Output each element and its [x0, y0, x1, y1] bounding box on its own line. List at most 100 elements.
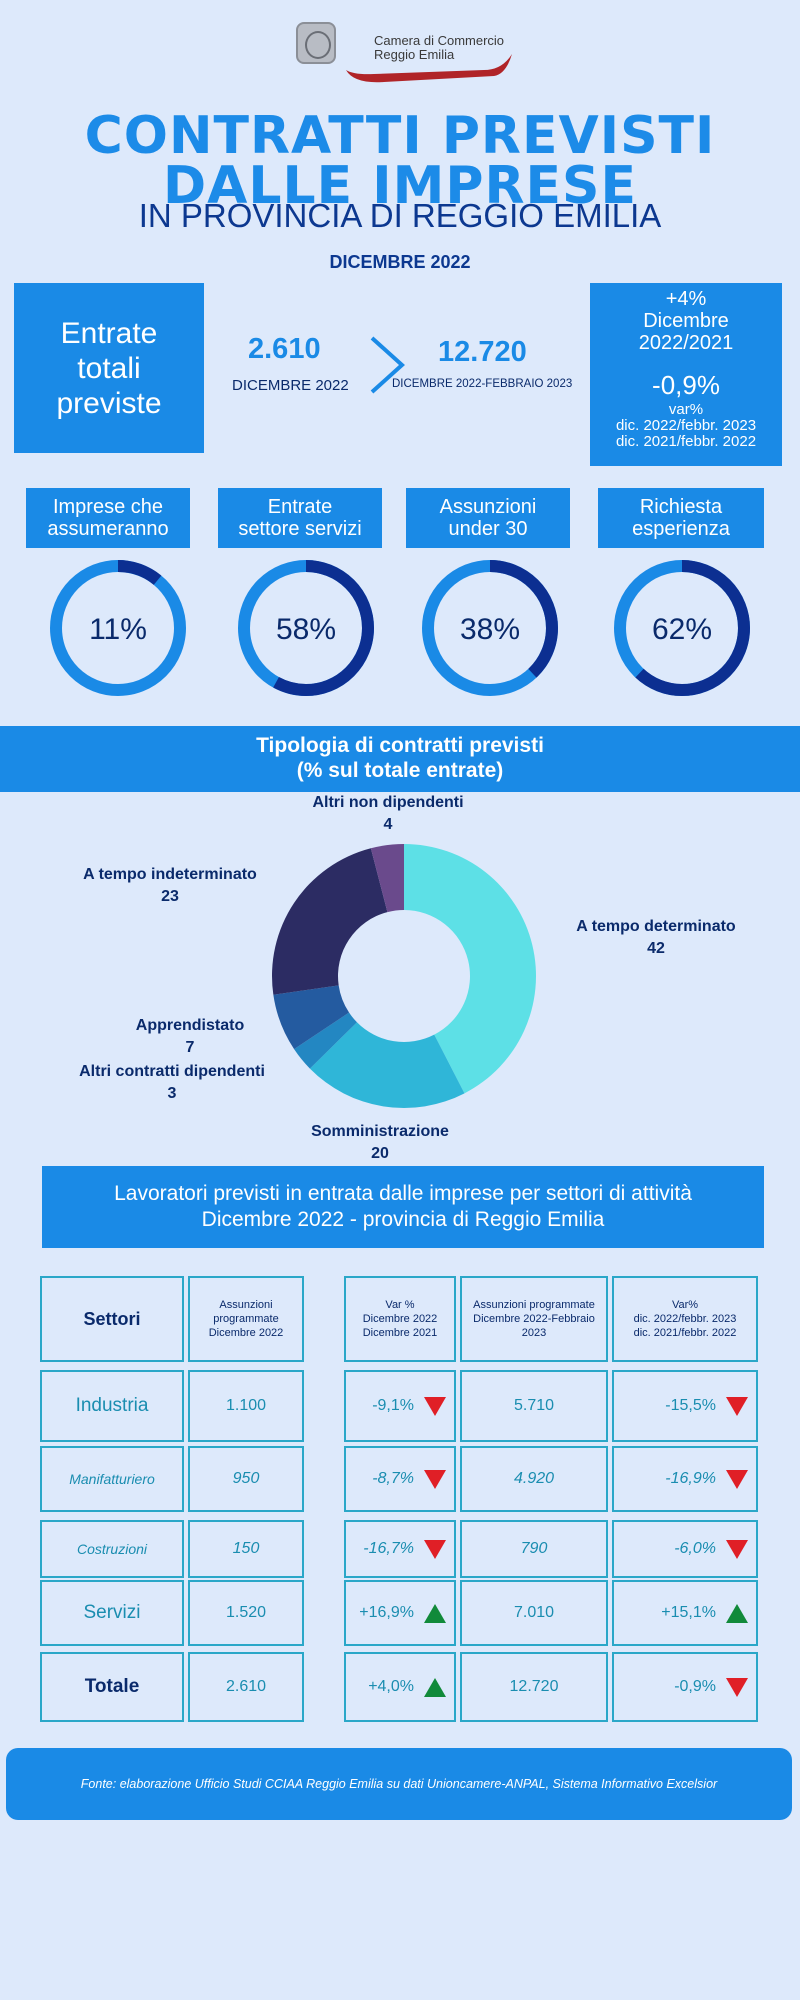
gauge-hiring-firms: 11% — [50, 560, 186, 696]
entries-month-label: DICEMBRE 2022 — [232, 377, 349, 394]
var-month-value: -9,1% — [372, 1397, 414, 1414]
header-ass-quarter: Assunzioni programmate Dicembre 2022-Feb… — [460, 1276, 608, 1362]
gauge-experience: 62% — [614, 560, 750, 696]
page-title-line2: DALLE IMPRESE — [162, 156, 638, 216]
header-line: Dicembre 2021 — [362, 1327, 438, 1339]
sector-name: Costruzioni — [76, 1541, 148, 1557]
entries-quarter-label: DICEMBRE 2022-FEBBRAIO 2023 — [392, 378, 573, 390]
var-month-costruzioni: -16,7% — [344, 1520, 456, 1578]
ass-quarter-manifatturiero: 4.920 — [460, 1446, 608, 1512]
var-quarter-totale: -0,9% — [612, 1652, 758, 1722]
var-quarter-industria: -15,5% — [612, 1370, 758, 1442]
ass-quarter-value: 790 — [520, 1540, 548, 1557]
sector-name: Manifatturiero — [69, 1471, 155, 1487]
header-var-quarter: Var% dic. 2022/febbr. 2023 dic. 2021/febbr… — [612, 1276, 758, 1362]
pie-slice-altri-contratti-dipendenti — [294, 1012, 357, 1069]
ass-month-costruzioni: 150 — [188, 1520, 304, 1578]
ass-month-value: 1.520 — [225, 1604, 267, 1621]
pie-slice-apprendistato — [273, 985, 350, 1050]
sector-name: Servizi — [83, 1602, 141, 1623]
pie-label-somministrazione: Somministrazione 20 — [311, 1123, 449, 1162]
ass-month-totale: 2.610 — [188, 1652, 304, 1722]
var-month-servizi: +16,9% — [344, 1580, 456, 1646]
var-month-value: -8,7% — [372, 1470, 414, 1487]
gauge-value-text: 58% — [276, 613, 336, 646]
contract-types-donut — [272, 844, 537, 1108]
var-quarter-manifatturiero: -16,9% — [612, 1446, 758, 1512]
ass-quarter-value: 12.720 — [509, 1678, 559, 1695]
gauge-under30: 38% — [422, 560, 558, 696]
arrow-down-icon — [424, 1469, 446, 1489]
header-line: Dicembre 2022 — [362, 1313, 438, 1325]
indicator-label-experience: Richiesta esperienza — [598, 488, 764, 548]
cell-text: Settori — [83, 1308, 141, 1329]
org-name: Camera di Commercio Reggio Emilia — [374, 33, 505, 62]
var-month-value: +16,9% — [359, 1604, 414, 1621]
var-quarter-servizi: +15,1% — [612, 1580, 758, 1646]
arrow-up-icon — [726, 1603, 748, 1623]
gauge-services: 58% — [238, 560, 374, 696]
arrow-down-icon — [726, 1677, 748, 1697]
ass-quarter-totale: 12.720 — [460, 1652, 608, 1722]
pie-label-indeterminato: A tempo indeterminato 23 — [83, 866, 257, 905]
ass-month-value: 2.610 — [225, 1678, 267, 1695]
variation-box: +4% Dicembre 2022/2021 -0,9% var% dic. 2… — [590, 283, 782, 466]
header-settori: Settori — [40, 1276, 184, 1362]
sector-manifatturiero: Manifatturiero — [40, 1446, 184, 1512]
page-title-line1: CONTRATTI PREVISTI — [84, 106, 716, 166]
pie-label-apprendistato: Apprendistato 7 — [135, 1017, 245, 1056]
entries-quarter-value: 12.720 — [438, 336, 527, 368]
pie-label-altri-dipendenti: Altri contratti dipendenti 3 — [79, 1063, 265, 1102]
arrow-up-icon — [424, 1677, 446, 1697]
arrow-down-icon — [726, 1539, 748, 1559]
header-ass-month: Assunzioni programmate Dicembre 2022 — [188, 1276, 304, 1362]
cell-text: Assunzioni programmate Dicembre 2022-Feb… — [473, 1299, 595, 1339]
chart-title: Tipologia di contratti previsti (% sul t… — [256, 734, 544, 782]
var-month-industria: -9,1% — [344, 1370, 456, 1442]
pie-slice-a-tempo-determinato — [404, 844, 537, 1094]
period-label: DICEMBRE 2022 — [329, 252, 471, 272]
ass-quarter-value: 7.010 — [513, 1604, 555, 1621]
header-line: dic. 2022/febbr. 2023 — [633, 1313, 737, 1325]
swoosh-logo-icon — [346, 54, 512, 83]
arrow-down-icon — [424, 1539, 446, 1559]
sector-totale: Totale — [40, 1652, 184, 1722]
pie-label-altri-non-dipendenti: Altri non dipendenti 4 — [312, 794, 464, 833]
cell-text: Assunzioni programmate Dicembre 2022 — [208, 1299, 284, 1339]
var-quarter-value: +15,1% — [661, 1604, 716, 1621]
arrow-up-icon — [424, 1603, 446, 1623]
ass-month-industria: 1.100 — [188, 1370, 304, 1442]
pie-slice-somministrazione — [309, 1022, 465, 1108]
chevron-right-icon — [370, 336, 405, 394]
gauge-value-text: 11% — [89, 613, 147, 646]
chamber-seal-logo — [296, 22, 336, 64]
arrow-down-icon — [726, 1396, 748, 1416]
pie-slice-altri-non-dipendenti — [370, 844, 404, 913]
gauge-value-text: 38% — [460, 613, 520, 646]
sector-servizi: Servizi — [40, 1580, 184, 1646]
var-month-totale: +4,0% — [344, 1652, 456, 1722]
table-title: Lavoratori previsti in entrata dalle imp… — [42, 1166, 764, 1248]
gauge-value-arc — [238, 560, 374, 696]
var-quarter-value: -16,9% — [665, 1470, 716, 1487]
indicator-label-hiring-firms: Imprese che assumeranno — [26, 488, 190, 548]
ass-month-manifatturiero: 950 — [188, 1446, 304, 1512]
gauge-value-arc — [614, 560, 750, 696]
header-line: Var% — [671, 1299, 699, 1311]
sector-name: Industria — [75, 1395, 149, 1416]
indicator-label-services: Entrate settore servizi — [218, 488, 382, 548]
pie-label-determinato: A tempo determinato 42 — [576, 918, 736, 957]
var-quarter-value: -0,9% — [674, 1678, 716, 1695]
header-text: Var% dic. 2022/febbr. 2023 dic. 2021/febbr… — [634, 1298, 737, 1340]
ass-quarter-value: 5.710 — [513, 1397, 555, 1414]
arrow-down-icon — [726, 1469, 748, 1489]
pie-slice-a-tempo-indeterminato — [272, 848, 388, 995]
indicator-label-under30: Assunzioni under 30 — [406, 488, 570, 548]
header-line: Var % — [385, 1299, 415, 1311]
gauge-value-text: 62% — [652, 613, 712, 646]
page-subtitle: IN PROVINCIA DI REGGIO EMILIA — [138, 197, 662, 234]
header-text: Var % Dicembre 2022 Dicembre 2021 — [363, 1298, 438, 1340]
var-month-manifatturiero: -8,7% — [344, 1446, 456, 1512]
ass-quarter-value: 4.920 — [513, 1470, 555, 1487]
sector-name: Totale — [84, 1676, 140, 1697]
